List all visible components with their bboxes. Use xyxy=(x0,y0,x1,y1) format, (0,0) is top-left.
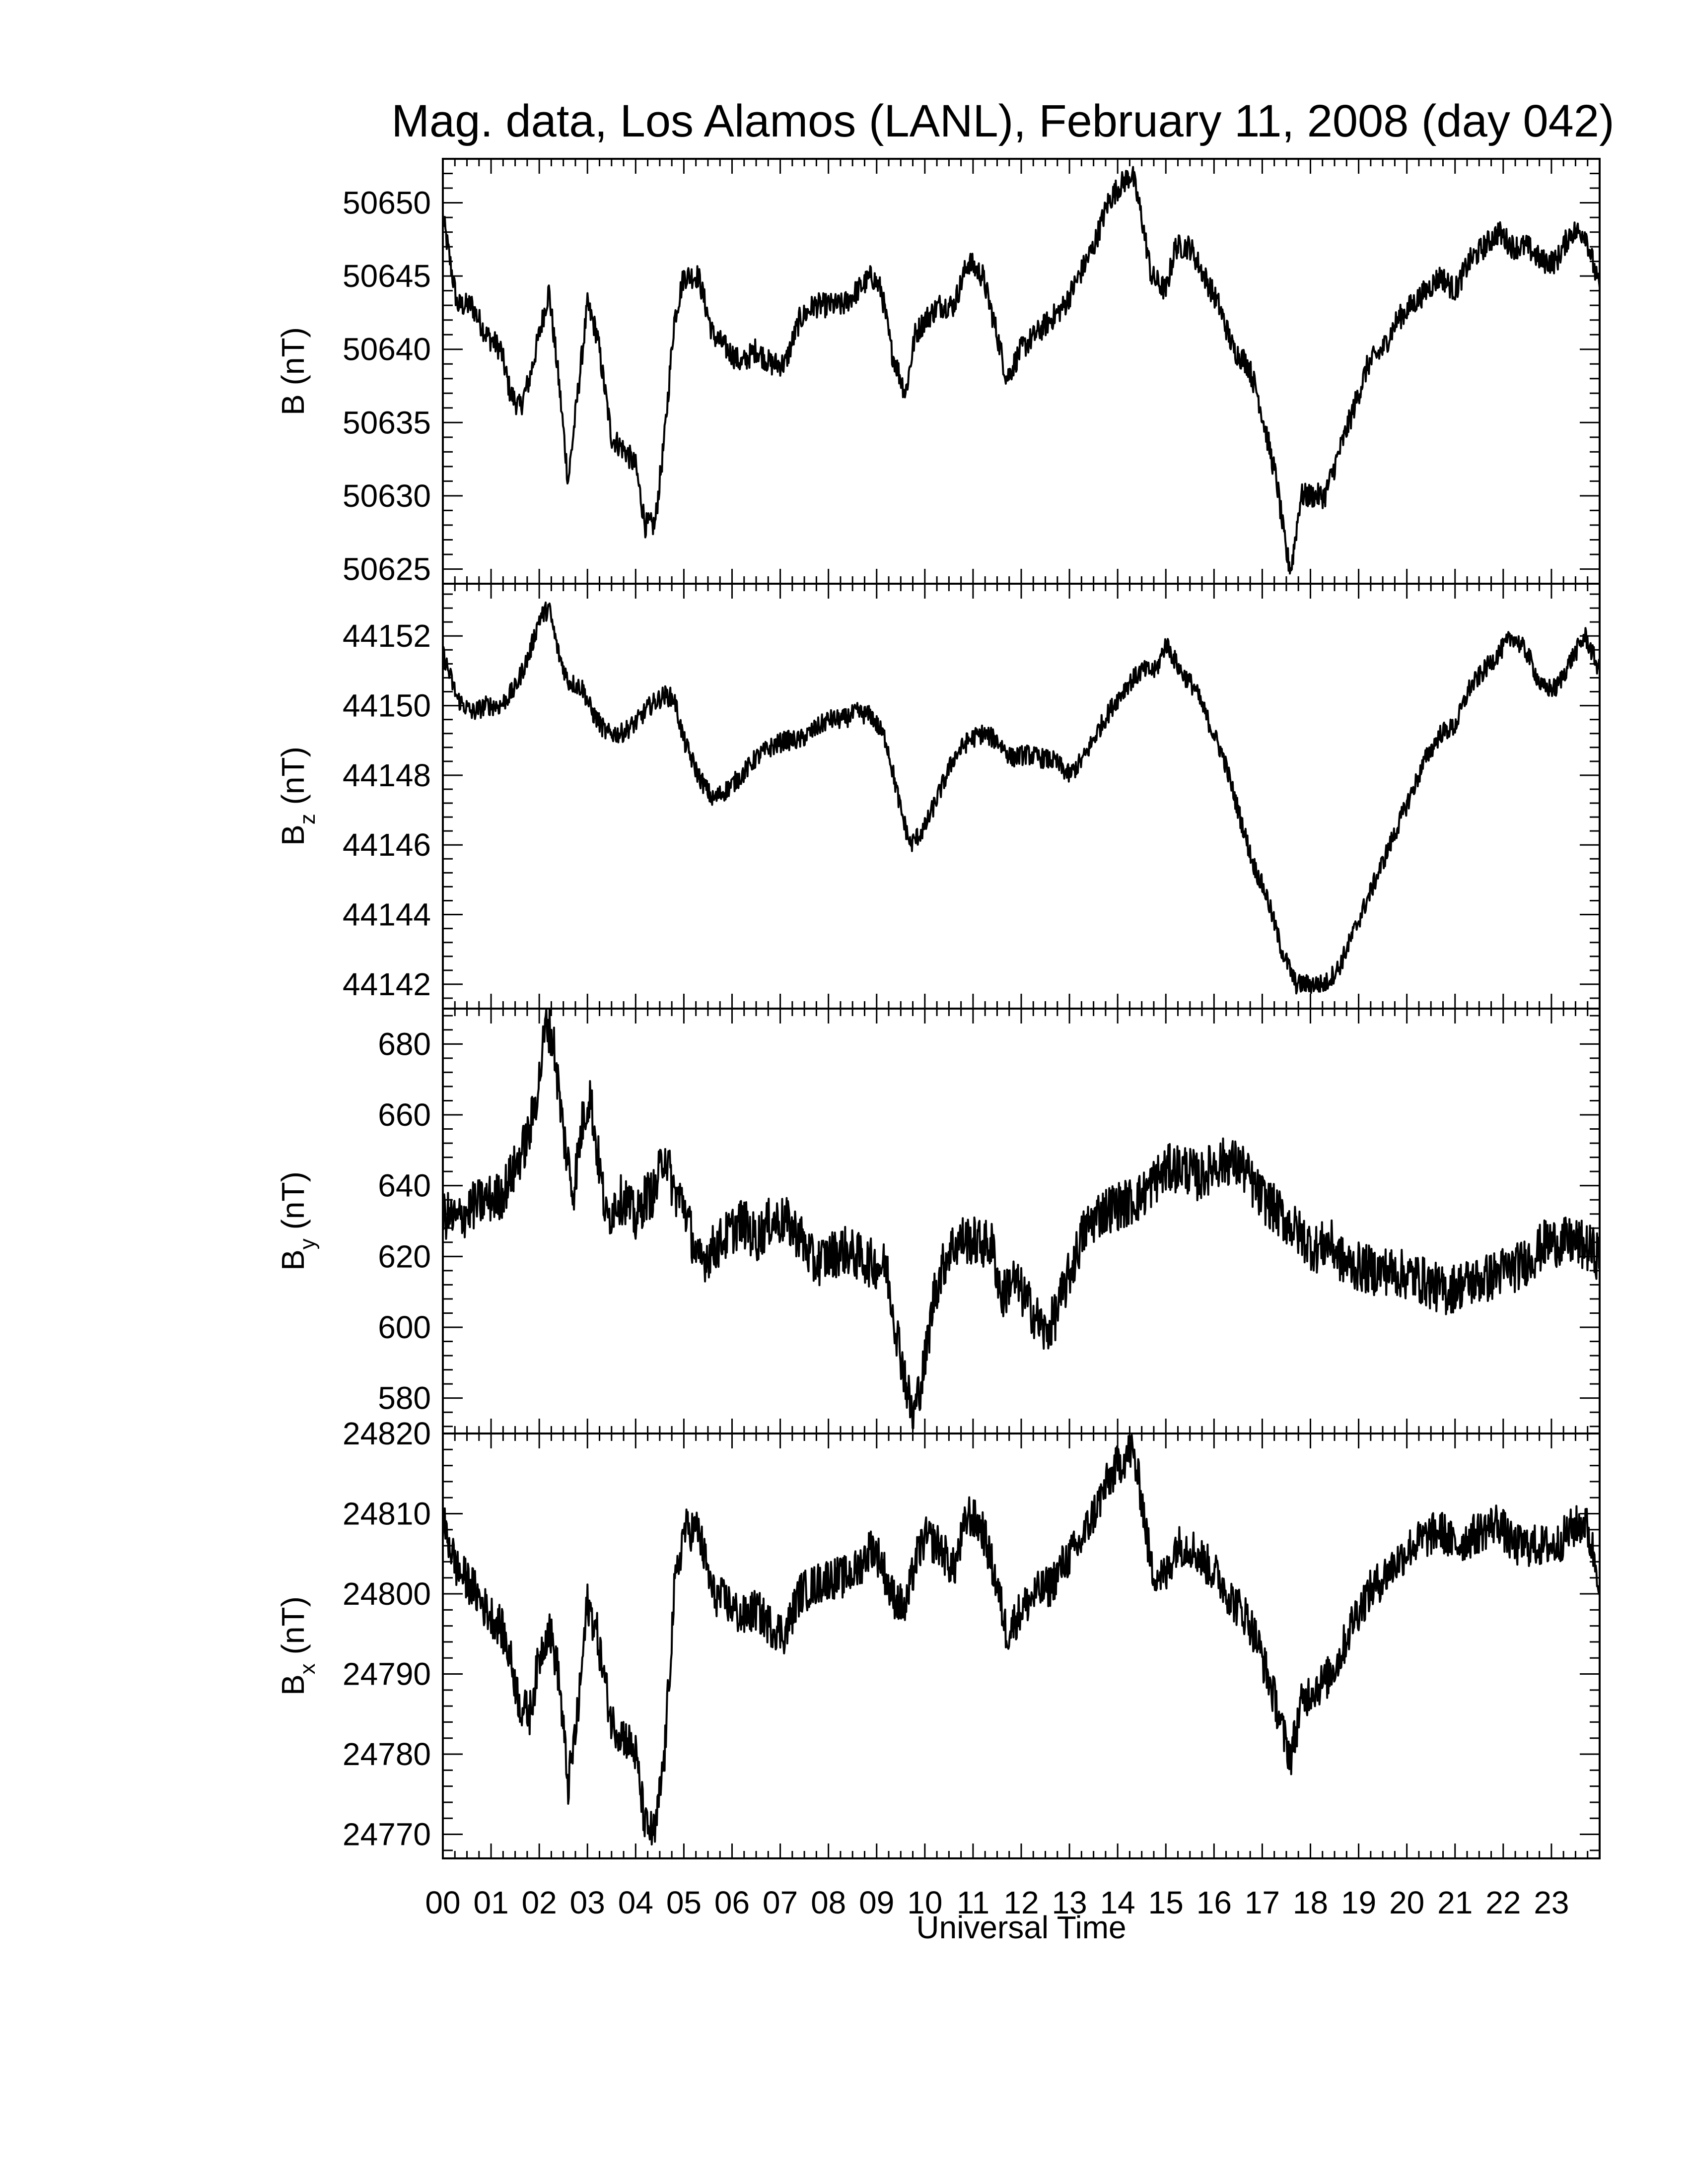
x-tick-label: 03 xyxy=(570,1885,605,1920)
y-tick-label: 44150 xyxy=(343,688,431,724)
y-tick-label: 24790 xyxy=(343,1656,431,1692)
x-tick-label: 06 xyxy=(714,1885,750,1920)
panel-2: 44152 44150 44148 44146 44144 44142 Bz (nT) xyxy=(275,583,1601,1010)
y-tick-label: 50625 xyxy=(343,551,431,587)
panel-frame xyxy=(442,583,1601,1010)
panel-4: 24820 24810 24800 24790 24780 24770 Bx (nT) xyxy=(275,1416,1601,1859)
x-tick-label: 14 xyxy=(1100,1885,1135,1920)
x-tick-label: 17 xyxy=(1245,1885,1280,1920)
y-tick-label: 620 xyxy=(378,1238,431,1274)
y-tick-label: 50635 xyxy=(343,405,431,440)
y-tick-label: 580 xyxy=(378,1380,431,1416)
series-line-3 xyxy=(442,1008,1601,1430)
x-tick-label: 11 xyxy=(957,1885,989,1920)
panel-1: 50650 50645 50640 50635 50630 50625 B (nT) xyxy=(275,158,1601,587)
x-tick-label: 02 xyxy=(522,1885,557,1920)
y-tick-label: 24800 xyxy=(343,1576,431,1612)
series-line-4 xyxy=(442,1434,1601,1845)
x-tick-label: 05 xyxy=(666,1885,702,1920)
panel-3: 680 660 640 620 600 580 By (nT) xyxy=(275,1008,1601,1434)
x-tick-label: 22 xyxy=(1485,1885,1521,1920)
y-tick-label: 50640 xyxy=(343,332,431,367)
y-tick-label: 24770 xyxy=(343,1817,431,1852)
y-tick-label: 44142 xyxy=(343,966,431,1002)
y-tick-label: 50630 xyxy=(343,478,431,514)
y-tick-label: 600 xyxy=(378,1309,431,1345)
y-tick-label: 44152 xyxy=(343,618,431,654)
y-axis-label: By (nT) xyxy=(275,1171,320,1271)
y-tick-label: 44148 xyxy=(343,757,431,793)
y-tick-label: 24820 xyxy=(343,1416,431,1451)
y-tick-label: 50645 xyxy=(343,258,431,294)
x-tick-label: 09 xyxy=(859,1885,894,1920)
x-tick-label: 21 xyxy=(1437,1885,1473,1920)
x-tick-label: 18 xyxy=(1293,1885,1328,1920)
x-tick-label: 08 xyxy=(811,1885,846,1920)
y-tick-label: 50650 xyxy=(343,185,431,221)
x-tick-label: 20 xyxy=(1389,1885,1424,1920)
y-tick-label: 44146 xyxy=(343,827,431,863)
y-tick-label: 44144 xyxy=(343,897,431,933)
x-tick-label: 19 xyxy=(1341,1885,1376,1920)
y-tick-label: 24780 xyxy=(343,1736,431,1772)
x-tick-label: 13 xyxy=(1052,1885,1087,1920)
x-tick-label: 00 xyxy=(425,1885,460,1920)
panel-frame xyxy=(442,158,1601,585)
x-tick-label: 10 xyxy=(907,1885,942,1920)
x-tick-label: 16 xyxy=(1196,1885,1232,1920)
x-tick-label: 23 xyxy=(1534,1885,1569,1920)
x-axis-label: Universal Time xyxy=(916,1910,1126,1945)
y-tick-label: 680 xyxy=(378,1026,431,1062)
y-tick-label: 24810 xyxy=(343,1496,431,1532)
x-tick-label: 07 xyxy=(763,1885,798,1920)
y-axis-label: Bz (nT) xyxy=(275,747,320,846)
series-line-2 xyxy=(442,601,1601,995)
chart-title: Mag. data, Los Alamos (LANL), February 1… xyxy=(391,96,1614,146)
y-tick-label: 660 xyxy=(378,1097,431,1133)
panel-frame xyxy=(442,1008,1601,1434)
y-axis-label: B (nT) xyxy=(275,327,311,415)
panel-frame xyxy=(442,1433,1601,1859)
x-tick-label: 01 xyxy=(473,1885,508,1920)
y-tick-label: 640 xyxy=(378,1168,431,1204)
x-tick-label: 04 xyxy=(618,1885,653,1920)
series-line-1 xyxy=(442,166,1601,575)
x-tick-label: 15 xyxy=(1148,1885,1184,1920)
y-axis-label: Bx (nT) xyxy=(275,1596,320,1696)
x-tick-label: 12 xyxy=(1003,1885,1039,1920)
